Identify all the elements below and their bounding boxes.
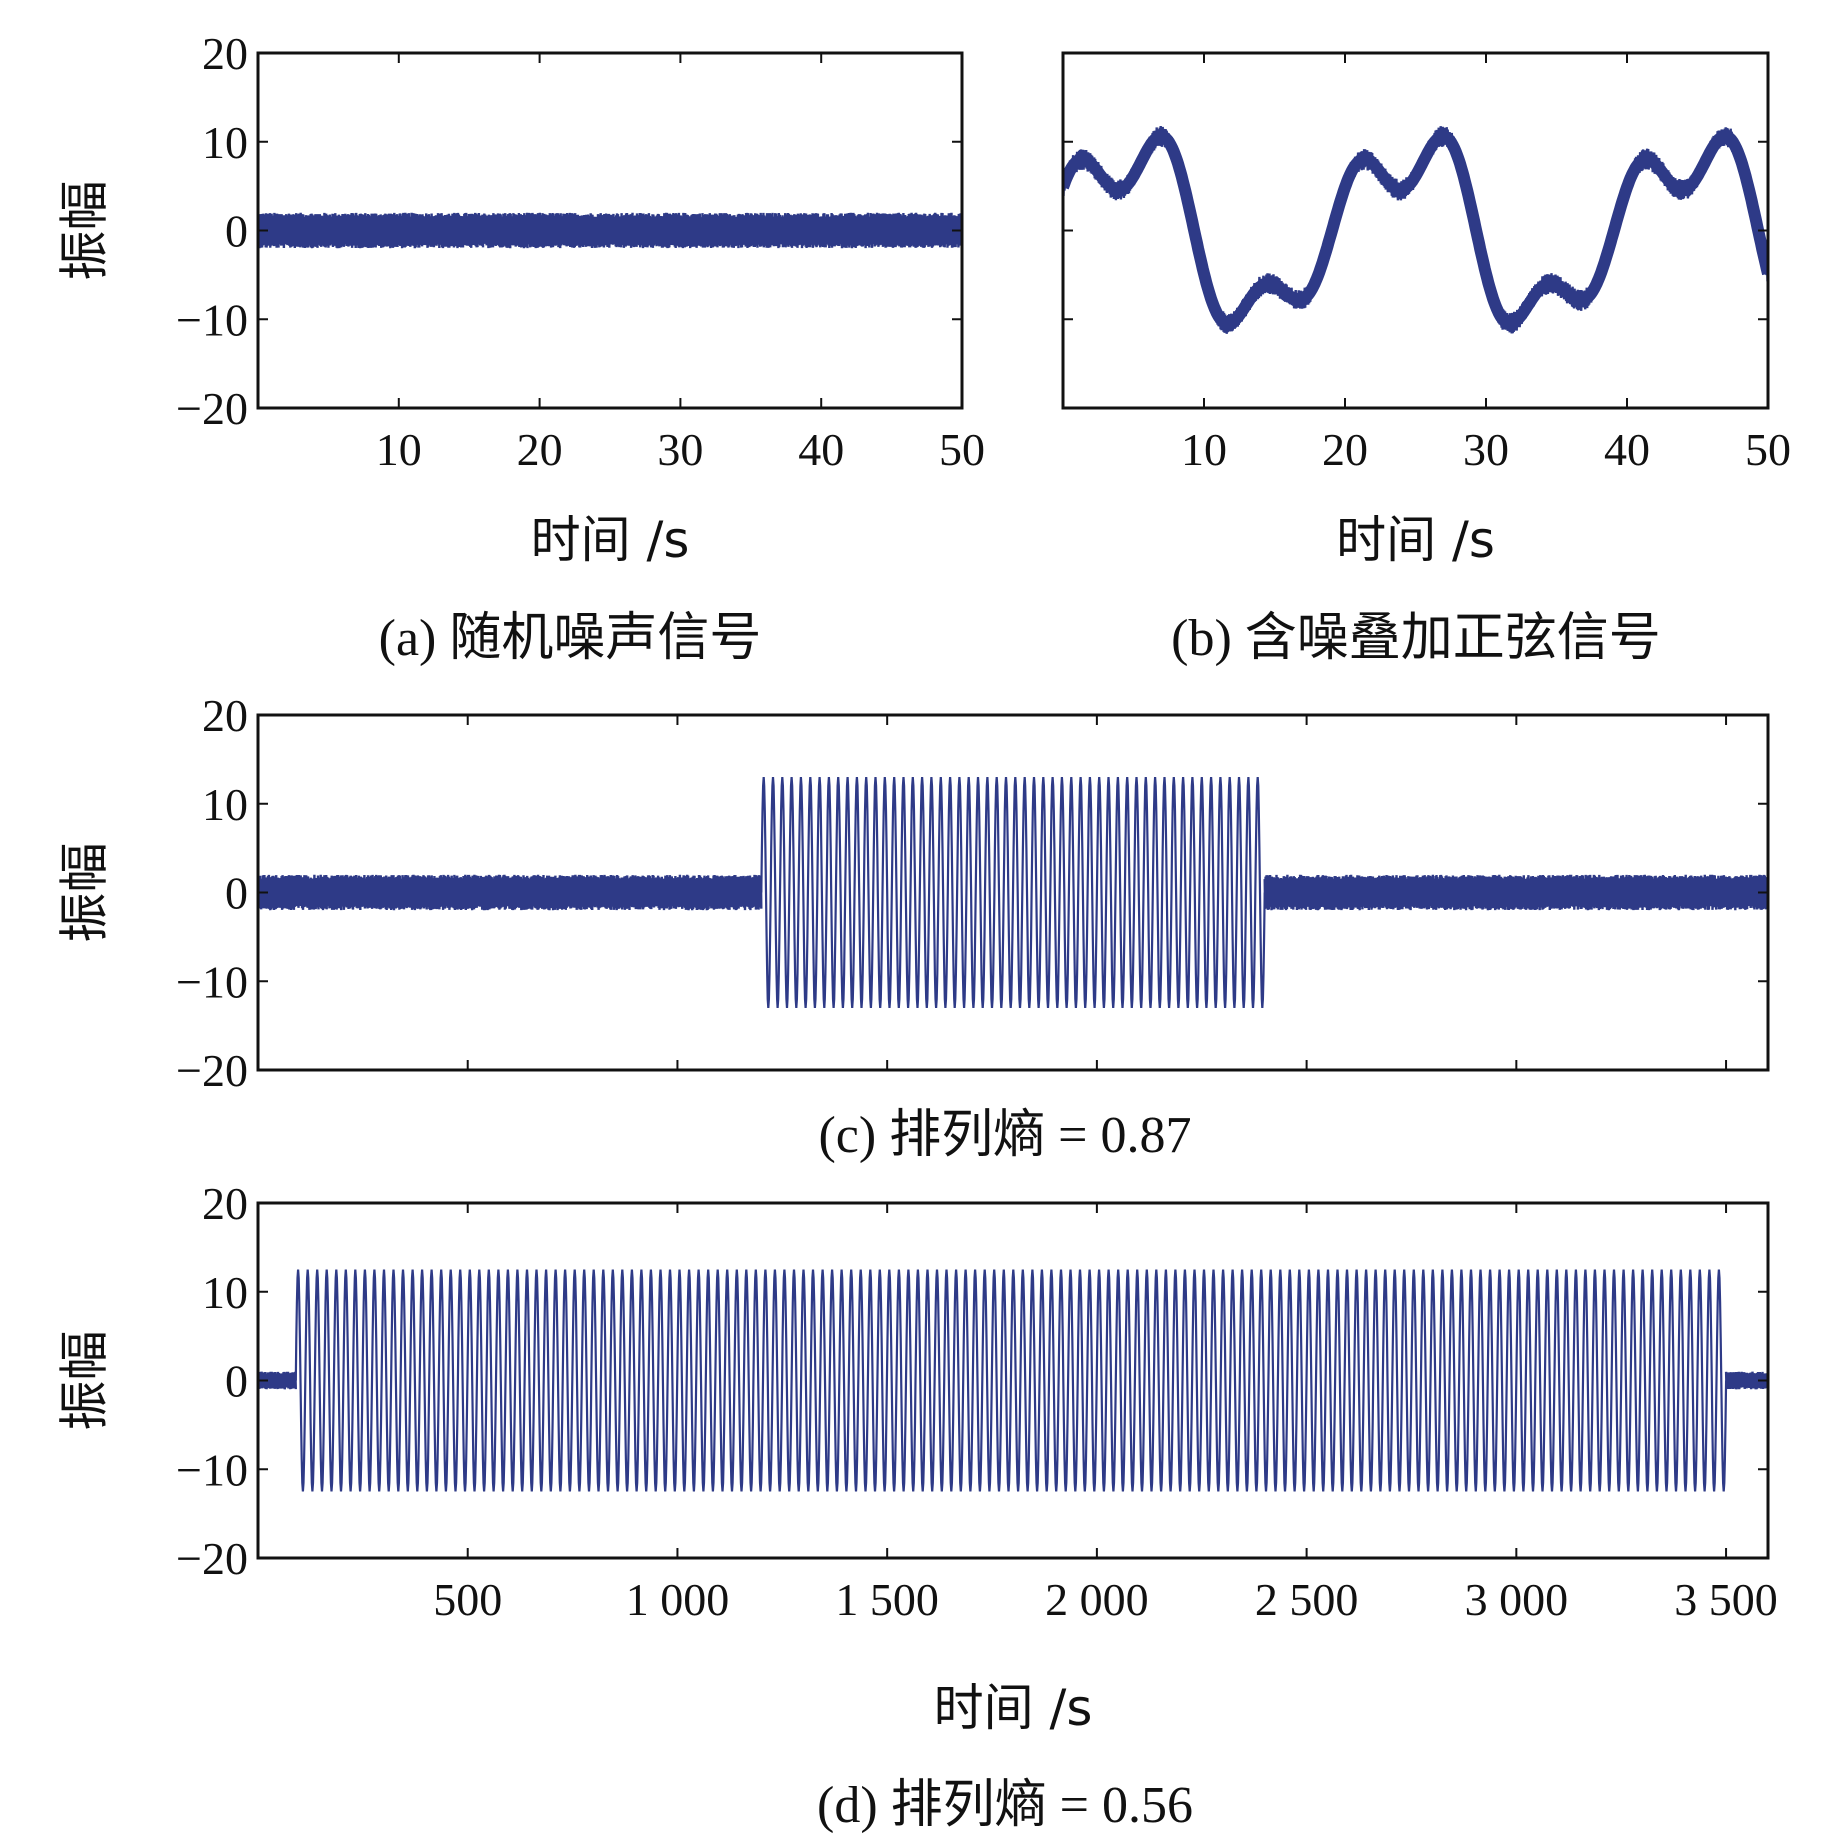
- x-tick-label: 1 000: [626, 1574, 730, 1625]
- y-tick-label: 10: [202, 779, 248, 830]
- x-axis-title: 时间 /s: [934, 1679, 1093, 1737]
- y-tick-label: 20: [202, 1178, 248, 1229]
- chart-c: 20 10 0 −10 −20 振幅 (c) 排列熵 = 0.87: [56, 690, 1770, 1164]
- x-tick-label: 40: [798, 424, 844, 475]
- noisy-sine-series: [1063, 125, 1768, 334]
- noise-series: [1263, 874, 1768, 911]
- noise-series: [258, 1371, 297, 1390]
- x-tick-label: 1 500: [835, 1574, 939, 1625]
- x-tick-label: 50: [1745, 424, 1791, 475]
- x-axis-title: 时间 /s: [531, 511, 690, 569]
- x-tick-label: 3 000: [1465, 1574, 1569, 1625]
- x-tick-label: 50: [939, 424, 985, 475]
- y-tick-label: −10: [176, 1444, 248, 1495]
- x-tick-label: 2 000: [1045, 1574, 1149, 1625]
- chart-caption: (b) 含噪叠加正弦信号: [1171, 610, 1661, 667]
- x-axis-title: 时间 /s: [1336, 511, 1495, 569]
- signal-group: [258, 777, 1768, 1008]
- y-tick-label: 0: [225, 206, 248, 257]
- x-tick-label: 3 500: [1674, 1574, 1778, 1625]
- signal-group: [258, 1269, 1768, 1492]
- signal-group: [1063, 125, 1768, 334]
- noisy-sine-band: [1063, 130, 1768, 330]
- x-tick-label: 10: [1181, 424, 1227, 475]
- y-tick-label: 0: [225, 1356, 248, 1407]
- x-tick-label: 20: [1322, 424, 1368, 475]
- x-tick-label: 500: [433, 1574, 502, 1625]
- chart-b: 10 20 30 40 50 时间 /s (b) 含噪叠加正弦信号: [1061, 51, 1791, 667]
- y-tick-label: −20: [176, 1533, 248, 1584]
- chart-caption: (d) 排列熵 = 0.56: [817, 1777, 1193, 1834]
- x-tick-label: 40: [1604, 424, 1650, 475]
- y-tick-label: −20: [176, 1045, 248, 1096]
- plot-frame: [256, 1201, 1770, 1560]
- x-tick-label: 2 500: [1255, 1574, 1359, 1625]
- y-tick-label: 0: [225, 868, 248, 919]
- plot-frame: [1061, 51, 1770, 410]
- sine-series: [294, 1269, 1728, 1492]
- y-axis-title: 振幅: [56, 181, 114, 281]
- x-tick-label: 10: [376, 424, 422, 475]
- y-tick-label: −10: [176, 956, 248, 1007]
- x-tick-label: 20: [517, 424, 563, 475]
- noise-series: [258, 874, 763, 911]
- chart-caption: (a) 随机噪声信号: [379, 610, 762, 667]
- y-axis-title: 振幅: [56, 1331, 114, 1431]
- y-tick-label: 10: [202, 1267, 248, 1318]
- chart-a: 20 10 0 −10 −20 10 20 30 40 50 时间 /s 振幅 (a) 随机噪声信号: [56, 28, 986, 667]
- sine-series: [760, 777, 1266, 1008]
- y-tick-label: −20: [176, 383, 248, 434]
- y-tick-label: 20: [202, 28, 248, 79]
- noise-series: [1724, 1371, 1768, 1390]
- chart-d: 20 10 0 −10 −20 500 1 000 1 500 2 000 2 500 3 000 3…: [56, 1178, 1778, 1834]
- x-tick-label: 30: [657, 424, 703, 475]
- y-tick-label: 20: [202, 690, 248, 741]
- chart-caption: (c) 排列熵 = 0.87: [818, 1107, 1191, 1164]
- y-tick-label: 10: [202, 117, 248, 168]
- signal-group: [258, 212, 962, 249]
- y-tick-label: −10: [176, 294, 248, 345]
- x-tick-label: 30: [1463, 424, 1509, 475]
- noise-series: [258, 212, 962, 249]
- y-axis-title: 振幅: [56, 843, 114, 943]
